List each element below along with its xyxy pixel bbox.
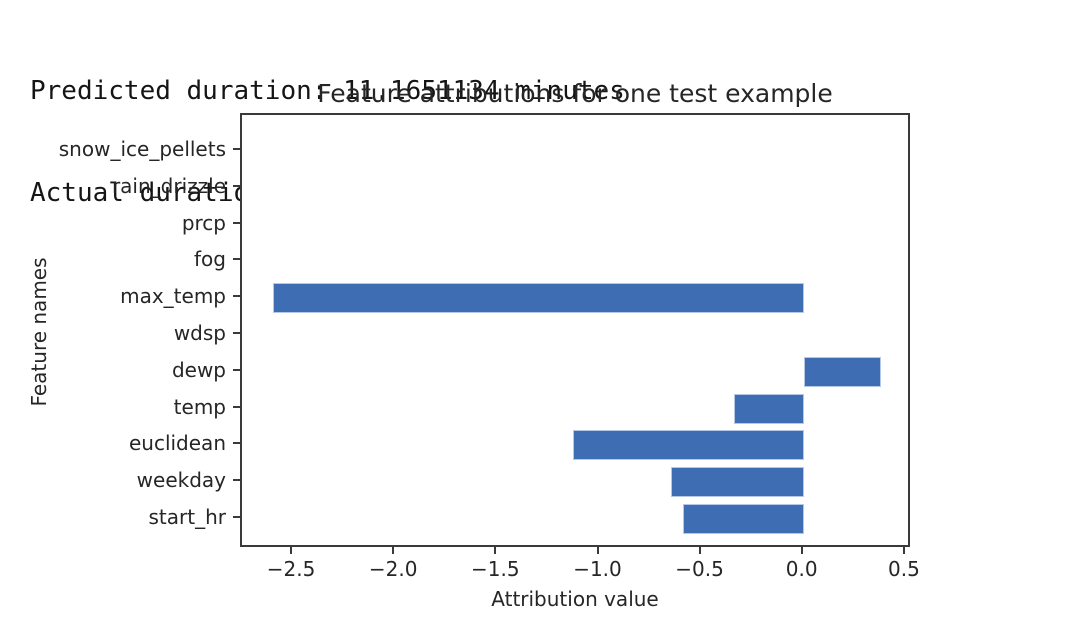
x-tick-label-−1.5: −1.5	[471, 557, 520, 581]
bar-euclidean	[572, 430, 804, 461]
y-tick-label-wdsp: wdsp	[173, 321, 226, 345]
x-tick-mark	[290, 547, 293, 554]
y-axis-label: Feature names	[27, 257, 51, 407]
x-tick-label-−0.5: −0.5	[675, 557, 724, 581]
x-tick-label-0.0: 0.0	[785, 557, 818, 581]
bar-start_hr	[683, 504, 804, 534]
y-tick-label-weekday: weekday	[136, 468, 226, 493]
y-tick-mark	[233, 184, 240, 187]
y-tick-mark	[233, 368, 240, 371]
x-tick-label-−2.0: −2.0	[368, 557, 418, 581]
x-tick-mark	[698, 547, 701, 554]
plot-area	[240, 113, 910, 547]
y-tick-label-prcp: prcp	[181, 210, 226, 235]
x-tick-mark	[596, 547, 599, 554]
bar-weekday	[671, 467, 804, 498]
x-axis-label: Attribution value	[491, 587, 659, 611]
y-tick-label-rain_drizzle: rain_drizzle	[111, 173, 226, 198]
bar-dewp	[803, 356, 882, 387]
y-tick-mark	[233, 332, 240, 334]
predicted-duration-text: Predicted duration: 11.1651134 minutes	[30, 76, 625, 106]
x-tick-mark	[902, 547, 905, 554]
x-tick-label-0.5: 0.5	[887, 557, 920, 581]
x-tick-mark	[494, 547, 497, 554]
x-tick-mark	[392, 547, 395, 554]
y-tick-label-snow_ice_pellets: snow_ice_pellets	[58, 137, 226, 161]
y-tick-mark	[233, 148, 240, 150]
y-tick-mark	[233, 221, 240, 224]
y-tick-mark	[233, 295, 240, 298]
y-tick-label-fog: fog	[194, 247, 226, 272]
y-tick-label-dewp: dewp	[171, 357, 226, 382]
y-tick-label-start_hr: start_hr	[148, 505, 226, 529]
bar-temp	[734, 393, 804, 424]
y-tick-mark	[233, 516, 240, 518]
y-tick-mark	[233, 258, 240, 261]
y-tick-mark	[233, 442, 240, 445]
chart-title: Feature attributions for one test exampl…	[317, 79, 833, 108]
y-tick-mark	[233, 405, 240, 408]
x-tick-label-−1.0: −1.0	[573, 557, 622, 581]
y-tick-label-max_temp: max_temp	[120, 284, 226, 309]
bar-max_temp	[272, 283, 804, 314]
x-tick-label-−2.5: −2.5	[266, 557, 316, 581]
x-tick-mark	[800, 547, 803, 554]
y-tick-label-euclidean: euclidean	[128, 431, 226, 456]
y-tick-label-temp: temp	[173, 394, 226, 419]
y-tick-mark	[233, 479, 240, 482]
